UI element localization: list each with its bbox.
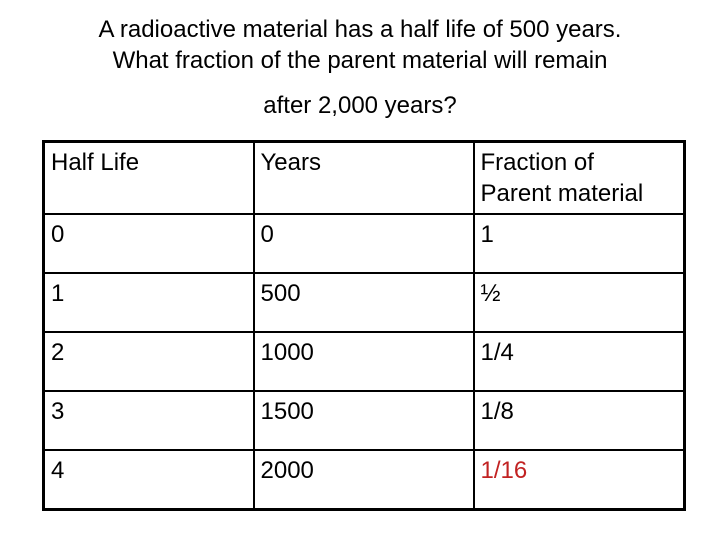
column-header-half-life-label: Half Life [51, 149, 140, 176]
cell-half-life: 4 [42, 449, 255, 510]
column-header-fraction: Fraction of Parent material [472, 140, 686, 215]
column-header-half-life: Half Life [42, 140, 255, 215]
table-row: 3 1500 1/8 [42, 390, 686, 451]
cell-half-life: 3 [42, 390, 255, 451]
table-row: 1 500 ½ [42, 272, 686, 333]
title-line-1: A radioactive material has a half life o… [98, 16, 622, 43]
cell-fraction: 1/8 [472, 390, 686, 451]
cell-fraction: 1 [472, 213, 686, 274]
column-header-years-label: Years [260, 149, 322, 176]
cell-years: 500 [252, 272, 475, 333]
cell-half-life: 1 [42, 272, 255, 333]
column-header-fraction-label: Fraction of Parent material [480, 149, 644, 207]
table-header-row: Half Life Years Fraction of Parent mater… [42, 140, 686, 215]
table-row: 2 1000 1/4 [42, 331, 686, 392]
cell-years: 1000 [252, 331, 475, 392]
cell-fraction: ½ [472, 272, 686, 333]
table-row: 4 2000 1/16 [42, 449, 686, 510]
cell-fraction-answer: 1/16 [472, 449, 686, 510]
column-header-years: Years [252, 140, 475, 215]
table-row: 0 0 1 [42, 213, 686, 274]
cell-years: 1500 [252, 390, 475, 451]
cell-half-life: 0 [42, 213, 255, 274]
title-line-3: after 2,000 years? [263, 92, 457, 119]
cell-half-life: 2 [42, 331, 255, 392]
half-life-table: Half Life Years Fraction of Parent mater… [42, 140, 686, 511]
cell-years: 2000 [252, 449, 475, 510]
cell-years: 0 [252, 213, 475, 274]
title-line-2: What fraction of the parent material wil… [112, 47, 608, 74]
cell-fraction: 1/4 [472, 331, 686, 392]
slide-title: A radioactive material has a half life o… [0, 14, 720, 121]
